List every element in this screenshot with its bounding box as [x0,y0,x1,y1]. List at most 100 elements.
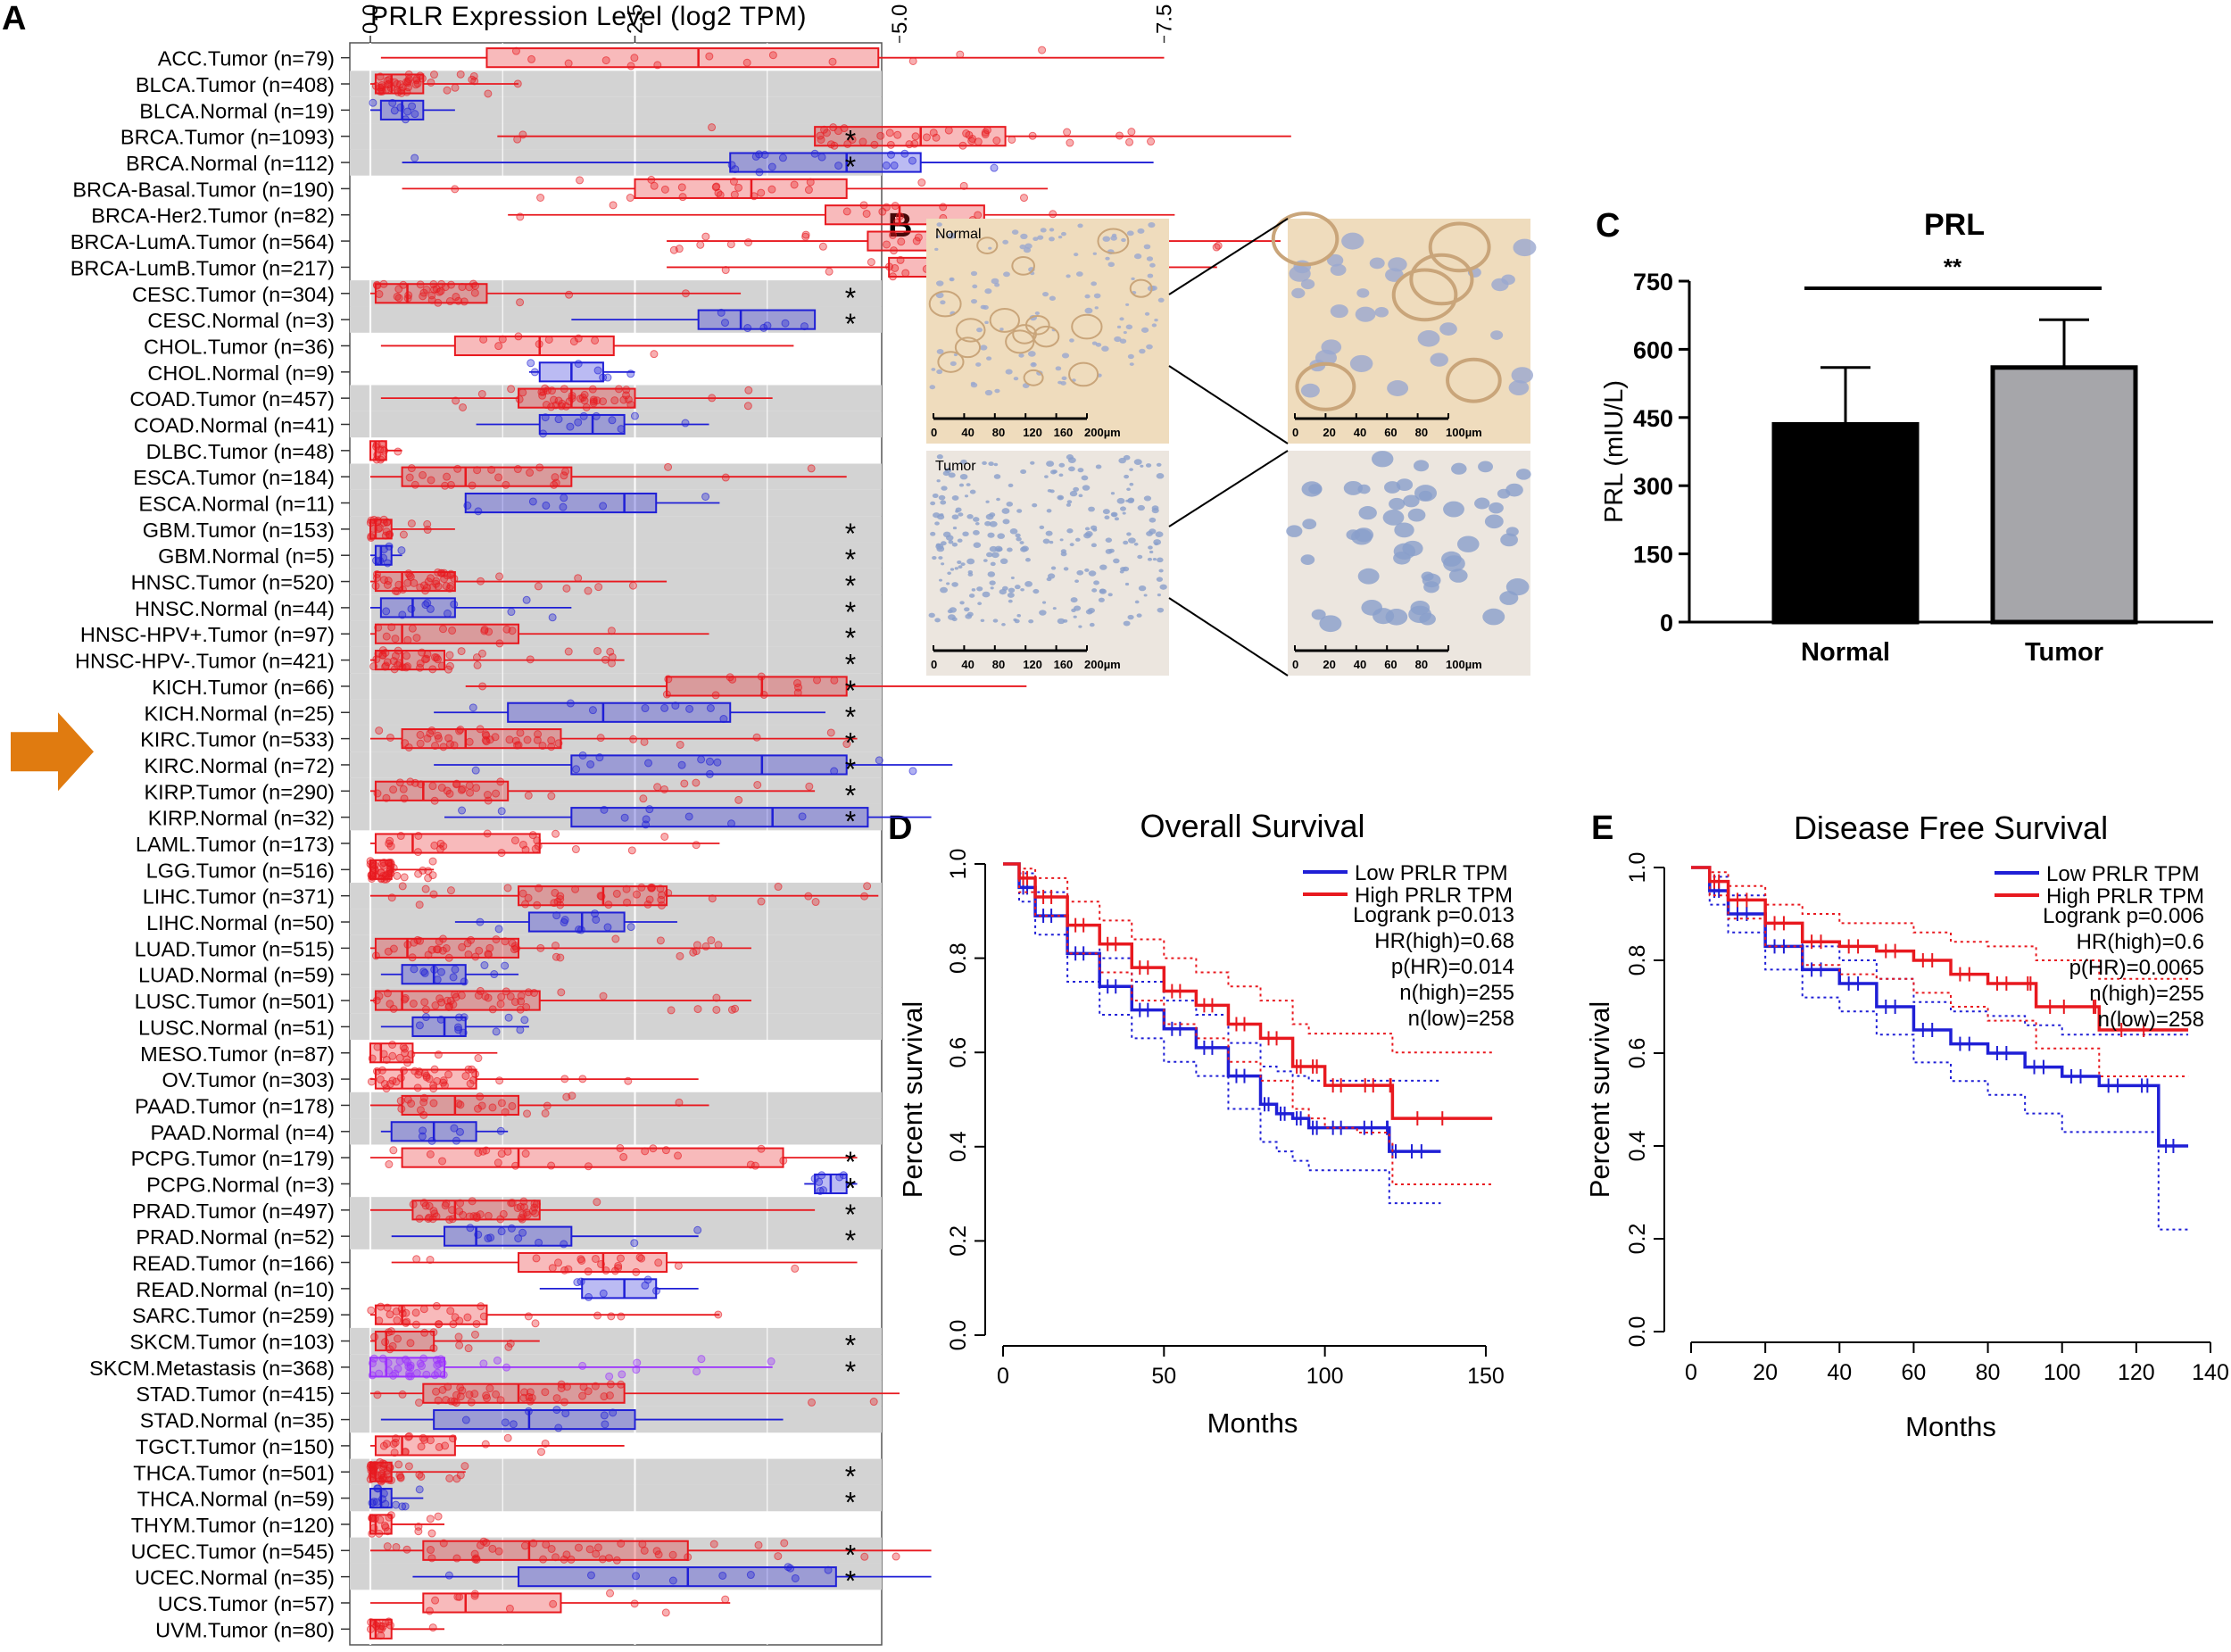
data-point [774,1552,783,1561]
x-tick-label: 50 [1151,1364,1176,1389]
scale-label: 0 [1292,658,1298,671]
cell-nucleus [1407,508,1426,522]
cell-nucleus [1006,502,1014,507]
data-point [398,1390,407,1399]
km-stat-text: n(low)=258 [2098,1008,2204,1032]
cell-nucleus [941,562,945,566]
cell-nucleus [1119,317,1124,321]
cell-nucleus [1058,462,1066,468]
cell-nucleus [930,501,936,506]
data-point [445,789,454,798]
cell-nucleus [989,580,996,585]
cell-nucleus [1046,461,1055,467]
data-point [705,52,714,61]
cell-nucleus [1066,502,1072,507]
data-point [744,238,753,247]
cell-nucleus [1050,566,1057,570]
scale-label: 0 [1292,426,1298,439]
data-point [442,582,451,591]
data-point [480,961,489,970]
cell-nucleus [1491,278,1509,292]
data-point [411,110,419,119]
panel-label-d: D [888,809,912,847]
cell-nucleus [958,483,965,487]
data-point [428,1623,437,1632]
data-point [382,632,391,641]
cell-nucleus [1490,330,1504,340]
data-point [640,737,649,746]
data-point [657,895,666,904]
cell-nucleus [932,493,939,498]
row-label: KIRC.Normal (n=72) [144,754,335,777]
data-point [876,131,885,140]
data-point [552,952,560,961]
cell-nucleus [1078,494,1083,498]
x-tick-label: 5.0 [888,4,912,34]
cell-nucleus [1034,311,1040,315]
cell-nucleus [996,497,1000,502]
data-point [757,188,766,197]
row-label: SKCM.Tumor (n=103) [129,1331,335,1354]
data-point [818,242,827,251]
cell-nucleus [1105,537,1113,543]
cell-nucleus [1075,271,1083,277]
data-point [510,836,519,845]
significance-marker: * [845,1356,856,1388]
cell-nucleus [1302,519,1317,530]
cell-nucleus [1126,487,1131,492]
zoom-connector [1168,218,1289,295]
x-tick-label: 80 [1976,1360,2001,1385]
row-label: BRCA-Basal.Tumor (n=190) [72,178,335,201]
cell-nucleus [954,567,958,570]
data-point [527,359,535,368]
data-point [981,130,990,139]
km-stat-text: n(low)=258 [1408,1007,1514,1031]
data-point [693,1005,702,1014]
data-point [427,476,435,485]
data-point [386,842,395,851]
data-point [494,473,503,482]
cell-nucleus [1156,577,1164,582]
x-tick-label: 40 [1827,1360,1852,1385]
cell-nucleus [1084,307,1093,314]
cell-nucleus [1069,338,1074,343]
cell-nucleus [971,588,976,592]
data-point [576,176,585,185]
row-label: BLCA.Normal (n=19) [139,99,335,122]
cell-nucleus [1448,569,1468,583]
significance-marker: * [845,282,856,314]
row-label: LUAD.Tumor (n=515) [135,937,335,960]
data-point [580,390,589,399]
data-point [709,1540,718,1548]
cell-nucleus [975,521,980,526]
data-point [603,373,612,382]
cell-nucleus [955,510,959,513]
data-point [974,211,983,220]
cell-nucleus [1357,484,1371,494]
cell-nucleus [986,552,993,558]
km-title: Overall Survival [1140,808,1364,844]
data-point [455,1341,464,1349]
box [401,728,562,750]
cell-nucleus [1020,469,1027,475]
data-point [1125,137,1134,146]
cell-nucleus [1145,463,1152,468]
cell-nucleus [966,514,974,519]
cell-nucleus [950,361,957,367]
data-point [470,288,479,297]
cell-nucleus [982,591,991,598]
x-tick-label: 0.0 [359,4,383,34]
data-point [606,1589,615,1598]
cell-nucleus [1114,336,1122,343]
data-point [584,586,593,595]
cell-nucleus [1082,485,1091,491]
data-point [1214,241,1223,250]
data-point [479,1359,488,1368]
box [444,1225,573,1247]
cell-nucleus [1439,322,1457,336]
cell-nucleus [1028,618,1034,624]
cell-nucleus [1084,568,1090,572]
data-point [394,1460,403,1469]
cell-nucleus [1118,457,1126,464]
data-point [536,193,545,202]
